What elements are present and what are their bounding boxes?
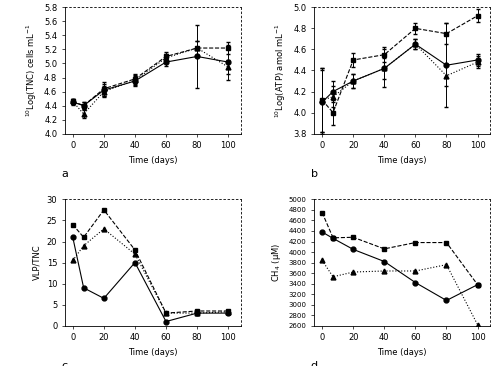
Text: c: c [62, 361, 68, 366]
Y-axis label: $^{10}$Log(TNC) cells mL$^{-1}$: $^{10}$Log(TNC) cells mL$^{-1}$ [24, 24, 38, 117]
Text: b: b [311, 169, 318, 179]
X-axis label: Time (days): Time (days) [128, 156, 178, 165]
Text: d: d [311, 361, 318, 366]
Y-axis label: CH$_4$ (μM): CH$_4$ (μM) [270, 243, 283, 282]
Y-axis label: VLP/TNC: VLP/TNC [32, 245, 41, 280]
Y-axis label: $^{10}$Log(ATP) amol mL$^{-1}$: $^{10}$Log(ATP) amol mL$^{-1}$ [274, 23, 288, 118]
X-axis label: Time (days): Time (days) [378, 156, 427, 165]
Text: a: a [62, 169, 68, 179]
X-axis label: Time (days): Time (days) [128, 348, 178, 357]
X-axis label: Time (days): Time (days) [378, 348, 427, 357]
